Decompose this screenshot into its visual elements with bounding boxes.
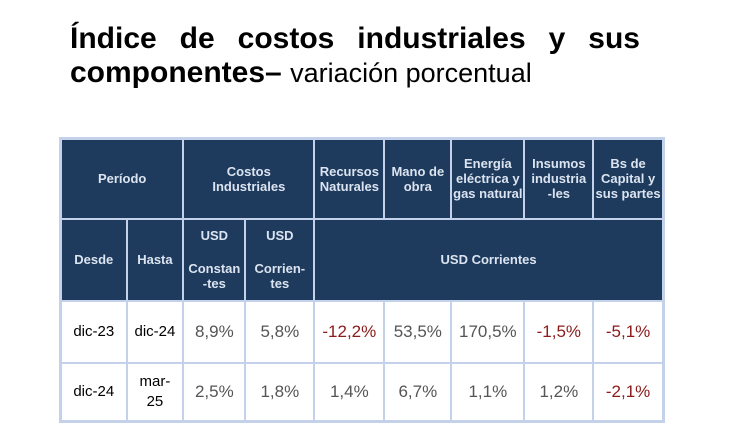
- constantes-label: Constan-tes: [188, 261, 241, 291]
- cost-index-table: Período Costos Industriales Recursos Nat…: [59, 137, 665, 423]
- header-recursos-naturales: Recursos Naturales: [313, 137, 386, 220]
- usd-label: USD: [266, 228, 294, 243]
- cell-value: -12,2%: [313, 299, 386, 364]
- cell-value: 8,9%: [182, 299, 247, 364]
- page-title: Índice de costos industriales y sus comp…: [70, 22, 640, 89]
- table-row: dic-23 dic-24 8,9% 5,8% -12,2% 53,5% 170…: [59, 299, 665, 364]
- cell-value: 1,2%: [523, 361, 595, 423]
- cell-value: -1,5%: [523, 299, 595, 364]
- cell-value: 5,8%: [244, 299, 316, 364]
- corrientes-label: Corrien-tes: [254, 261, 306, 291]
- header-insumos: Insumos industria-les: [523, 137, 595, 220]
- cell-value: 53,5%: [383, 299, 453, 364]
- table-row: dic-24 mar-25 2,5% 1,8% 1,4% 6,7% 1,1% 1…: [59, 361, 665, 423]
- cell-value: 1,1%: [450, 361, 526, 423]
- cell-hasta: mar-25: [125, 361, 185, 423]
- header-hasta: Hasta: [125, 217, 185, 302]
- cell-desde: dic-23: [59, 299, 128, 364]
- cell-value: 1,8%: [244, 361, 316, 423]
- cell-hasta: dic-24: [125, 299, 185, 364]
- header-costos-industriales: Costos Industriales: [182, 137, 316, 220]
- cell-value: -2,1%: [592, 361, 665, 423]
- header-desde: Desde: [59, 217, 128, 302]
- cell-value: -5,1%: [592, 299, 665, 364]
- header-periodo: Período: [59, 137, 185, 220]
- cell-value: 170,5%: [450, 299, 526, 364]
- header-energia: Energía eléctrica y gas natural: [450, 137, 526, 220]
- cell-value: 2,5%: [182, 361, 247, 423]
- header-usd-constantes: USD Constan-tes: [182, 217, 247, 302]
- cell-value: 6,7%: [383, 361, 453, 423]
- usd-label: USD: [200, 228, 229, 243]
- header-usd-corrientes: USD Corrien-tes: [244, 217, 316, 302]
- header-usd-corrientes-group: USD Corrientes: [313, 217, 665, 302]
- cell-desde: dic-24: [59, 361, 128, 423]
- header-bienes-capital: Bs de Capital y sus partes: [592, 137, 665, 220]
- cell-value: 1,4%: [313, 361, 386, 423]
- page-subtitle: variación porcentual: [290, 58, 532, 88]
- header-mano-de-obra: Mano de obra: [383, 137, 453, 220]
